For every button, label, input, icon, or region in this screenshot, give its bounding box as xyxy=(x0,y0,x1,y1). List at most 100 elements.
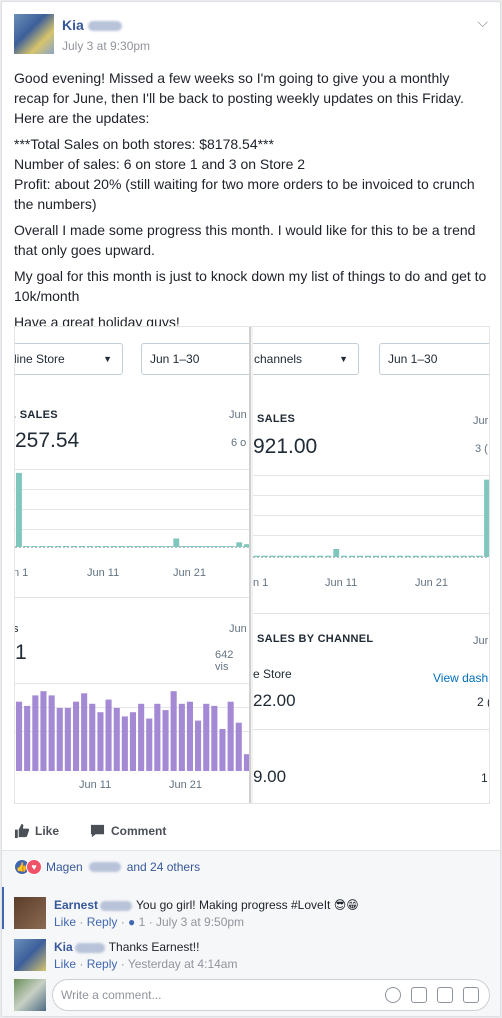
bar xyxy=(48,695,55,771)
chart-mark xyxy=(380,555,387,557)
comment-like-link[interactable]: Like xyxy=(54,915,77,929)
sales-line-chart-right xyxy=(253,479,489,558)
post-images[interactable]: line Store ▼ Jun 1–30 . SALES Jun 257.54 … xyxy=(14,326,490,804)
comment-time[interactable]: Yesterday at 4:14am xyxy=(127,957,238,971)
chart-mark xyxy=(86,546,93,547)
comment-button[interactable]: Comment xyxy=(90,824,166,838)
sales-value: 257.54 xyxy=(15,429,80,452)
commenter-avatar[interactable] xyxy=(14,939,46,971)
chart-mark xyxy=(285,555,292,557)
post-timestamp[interactable]: July 3 at 9:30pm xyxy=(62,39,151,53)
comment-time[interactable]: July 3 at 9:50pm xyxy=(156,915,245,929)
post-menu-chevron-icon[interactable]: ⌵ xyxy=(477,14,488,30)
chart-mark xyxy=(460,555,467,557)
chart-mark xyxy=(189,546,195,547)
chart-mark xyxy=(269,555,276,557)
comments-section: 👍 ♥ Magen and 24 others Earnest You go gi… xyxy=(2,850,500,1016)
author-name[interactable]: Kia xyxy=(62,17,122,33)
sticker-icon[interactable] xyxy=(463,987,479,1003)
chart-mark xyxy=(149,546,156,547)
bar xyxy=(186,701,193,771)
bar xyxy=(211,705,218,771)
chart-mark xyxy=(404,555,411,557)
paragraph: Profit: about 20% (still waiting for two… xyxy=(14,176,475,212)
bar xyxy=(203,703,210,771)
bar xyxy=(154,703,161,771)
x-tick: Jun 21 xyxy=(169,779,203,791)
gif-icon[interactable] xyxy=(437,987,453,1003)
bar xyxy=(146,718,153,771)
bar xyxy=(121,716,128,771)
comment-meta: Like · Reply · ● 1 · July 3 at 9:50pm xyxy=(54,915,245,929)
commenter-avatar[interactable] xyxy=(14,897,46,929)
x-tick: n 1 xyxy=(253,577,269,589)
chart-mark xyxy=(236,542,243,548)
comment-reply-link[interactable]: Reply xyxy=(86,915,118,929)
emoji-icon[interactable] xyxy=(385,987,401,1003)
visits-sub: 642 vis xyxy=(215,649,234,673)
analytics-screenshot-right[interactable]: channels ▼ Jun 1–30 SALES Jur 921.00 3 ( … xyxy=(253,327,490,803)
chart-mark xyxy=(444,555,451,557)
chart-mark xyxy=(293,555,300,557)
analytics-screenshot-left[interactable]: line Store ▼ Jun 1–30 . SALES Jun 257.54 … xyxy=(15,327,251,803)
view-dashboard-link: View dash xyxy=(433,671,489,685)
chart-mark xyxy=(277,555,284,557)
paragraph: Number of sales: 6 on store 1 and 3 on S… xyxy=(14,156,306,172)
chart-mark xyxy=(373,555,379,557)
chart-mark xyxy=(55,546,62,547)
chart-mark xyxy=(301,555,308,557)
sales-date-label: Jun xyxy=(229,409,247,421)
chart-mark xyxy=(428,555,435,557)
chart-mark xyxy=(212,546,219,547)
sales-value: 921.00 xyxy=(253,435,318,458)
orders-partial: 6 o xyxy=(231,437,247,449)
chart-mark xyxy=(141,546,148,547)
chart-mark xyxy=(341,555,348,557)
chart-mark xyxy=(220,546,227,547)
bar xyxy=(73,701,80,771)
write-comment-input[interactable]: Write a comment... xyxy=(52,979,490,1011)
chart-mark xyxy=(71,546,77,547)
chart-mark xyxy=(47,546,54,547)
chart-mark xyxy=(173,538,180,548)
store-value: 22.00 xyxy=(253,691,296,710)
chart-mark xyxy=(102,546,109,547)
sales-label: SALES xyxy=(257,413,296,425)
x-tick: Jun 11 xyxy=(79,779,112,791)
chart-mark xyxy=(157,546,164,547)
chart-mark xyxy=(244,544,249,548)
comment-icon xyxy=(90,824,105,838)
store-count: 2 ( xyxy=(477,695,490,709)
comment-meta: Like · Reply · Yesterday at 4:14am xyxy=(54,957,238,971)
visits-bar-chart xyxy=(16,691,249,771)
x-tick: Jun 21 xyxy=(173,567,207,579)
visits-label: s xyxy=(15,623,19,635)
reactions-summary[interactable]: 👍 ♥ Magen and 24 others xyxy=(14,859,200,875)
bar xyxy=(89,703,96,771)
camera-icon[interactable] xyxy=(411,987,427,1003)
chart-mark xyxy=(333,549,340,557)
bar xyxy=(243,754,249,771)
chart-mark xyxy=(317,555,324,557)
reactions-count: and 24 others xyxy=(126,860,201,874)
author-avatar[interactable] xyxy=(14,14,54,54)
x-tick: Jun 11 xyxy=(87,567,120,579)
like-button[interactable]: Like xyxy=(14,824,59,838)
bar xyxy=(129,712,136,771)
comment-like-link[interactable]: Like xyxy=(54,957,77,971)
current-user-avatar[interactable] xyxy=(14,979,46,1011)
orders-partial: 3 ( xyxy=(475,443,488,455)
chart-mark xyxy=(254,555,260,557)
chart-mark xyxy=(39,546,46,547)
sales-by-channel-label: SALES BY CHANNEL xyxy=(257,633,374,645)
chart-mark xyxy=(325,555,332,557)
sales-line-chart-left xyxy=(15,472,249,548)
chart-mark xyxy=(412,555,419,557)
paragraph: Overall I made some progress this month.… xyxy=(14,222,476,258)
other-count: 1 xyxy=(481,771,488,785)
bar xyxy=(170,691,177,771)
chart-mark xyxy=(23,546,30,547)
chart-mark xyxy=(357,555,363,557)
store-dropdown: line Store ▼ xyxy=(15,343,123,375)
comment-reply-link[interactable]: Reply xyxy=(86,957,118,971)
